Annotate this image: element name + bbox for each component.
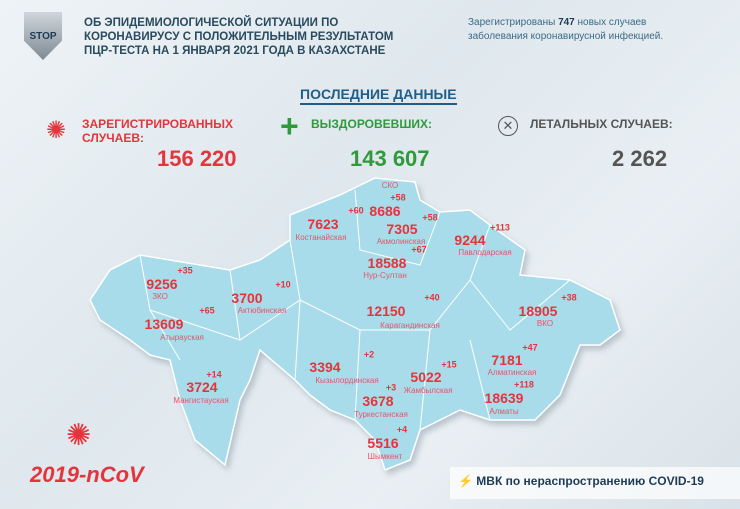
region-borders (139, 189, 571, 431)
region-value: 18588 (367, 255, 407, 271)
registered-value: 156 220 (157, 146, 237, 171)
latest-data-heading: ПОСЛЕДНИЕ ДАННЫЕ (300, 86, 457, 105)
region-name: Алматинская (487, 368, 537, 377)
region-value: 3678 (362, 393, 394, 409)
region-delta: +65 (199, 305, 215, 316)
deaths-value: 2 262 (612, 146, 668, 171)
region-delta: +14 (206, 369, 222, 380)
region-delta: +67 (411, 244, 427, 255)
region-name: Акмолинская (376, 237, 426, 246)
region-name: Карагандинская (380, 321, 440, 330)
region-name: Шымкент (367, 452, 403, 461)
ncov-label: 2019-nCoV (30, 462, 144, 487)
label-line: СЛУЧАЕВ: (82, 131, 145, 145)
region-delta: +15 (441, 359, 457, 370)
region-delta: +40 (424, 292, 440, 303)
region-delta: +58 (390, 192, 406, 203)
region-delta: +113 (490, 222, 510, 233)
news-summary: Зарегистрированы 747 новых случаев забол… (468, 16, 663, 44)
region-name: Алматы (489, 407, 519, 416)
region-name: ВКО (536, 319, 554, 328)
region-name: Мангистауская (173, 396, 229, 405)
region-name: Павлодарская (458, 248, 512, 257)
region-name: Кызылординская (315, 376, 379, 385)
region-value: 9244 (454, 232, 486, 248)
recovered-label: ВЫЗДОРОВЕВШИХ: (311, 117, 433, 131)
region-name: Актюбинская (237, 306, 287, 315)
region-value: 7181 (491, 352, 523, 368)
news-text: Зарегистрированы (468, 17, 556, 28)
region-name: Атырауская (160, 333, 204, 342)
region-delta: +47 (522, 342, 538, 353)
region-value: 13609 (144, 316, 184, 332)
page-title: ОБ ЭПИДЕМИОЛОГИЧЕСКОЙ СИТУАЦИИ ПО КОРОНА… (84, 16, 424, 58)
news-text: заболевания коронавирусной инфекцией. (468, 31, 664, 42)
region-value: 7623 (307, 216, 339, 232)
footer-text: МВК по нераспространению COVID-19 (476, 474, 704, 488)
title-line: ПЦР-ТЕСТА НА 1 ЯНВАРЯ 2021 ГОДА В КАЗАХС… (84, 45, 386, 57)
coronavirus-icon: ✺ (66, 419, 92, 452)
new-cases-count: 747 (558, 17, 575, 28)
region-name: Жамбылская (403, 386, 453, 395)
region-value: 3394 (309, 359, 341, 375)
news-text: новых случаев (577, 17, 647, 28)
registered-label: ЗАРЕГИСТРИРОВАННЫХ СЛУЧАЕВ: (82, 117, 233, 145)
lightning-icon: ⚡ (458, 474, 473, 488)
label-line: ЗАРЕГИСТРИРОВАННЫХ (82, 117, 233, 131)
map-outline (89, 177, 621, 471)
region-value: 18639 (484, 390, 524, 406)
footer-banner: ⚡ МВК по нераспространению COVID-19 (450, 467, 740, 499)
region-delta: +60 (348, 205, 364, 216)
region-name: Нур-Султан (363, 271, 407, 280)
region-name: Костанайская (295, 233, 347, 242)
region-delta: +4 (396, 424, 408, 435)
region-value: 12150 (366, 303, 406, 319)
title-line: ОБ ЭПИДЕМИОЛОГИЧЕСКОЙ СИТУАЦИИ ПО (84, 17, 339, 29)
region-value: 3700 (231, 290, 263, 306)
title-line: КОРОНАВИРУСУ С ПОЛОЖИТЕЛЬНЫМ РЕЗУЛЬТАТОМ (84, 31, 394, 43)
region-value: 18905 (518, 303, 558, 319)
x-circle-icon: ✕ (498, 116, 518, 136)
region-value: 3724 (186, 379, 218, 395)
region-value: 5022 (410, 369, 442, 385)
recovered-value: 143 607 (350, 146, 430, 171)
region-delta: +58 (422, 212, 438, 223)
region-name: Туркестанская (354, 410, 408, 419)
region-delta: +2 (363, 349, 375, 360)
plus-icon: + (280, 108, 299, 144)
region-name: ЗКО (152, 292, 168, 301)
region-name: СКО (381, 181, 399, 190)
region-delta: +35 (177, 265, 193, 276)
region-value: 8686 (369, 203, 401, 219)
region-delta: +10 (275, 279, 291, 290)
region-delta: +38 (561, 292, 577, 303)
region-delta: +118 (514, 379, 534, 390)
virus-icon: ✺ (46, 117, 67, 144)
region-value: 9256 (146, 276, 178, 292)
region-value: 7305 (386, 221, 418, 237)
deaths-label: ЛЕТАЛЬНЫХ СЛУЧАЕВ: (530, 117, 673, 131)
region-value: 5516 (367, 435, 399, 451)
region-delta: +3 (385, 382, 397, 393)
